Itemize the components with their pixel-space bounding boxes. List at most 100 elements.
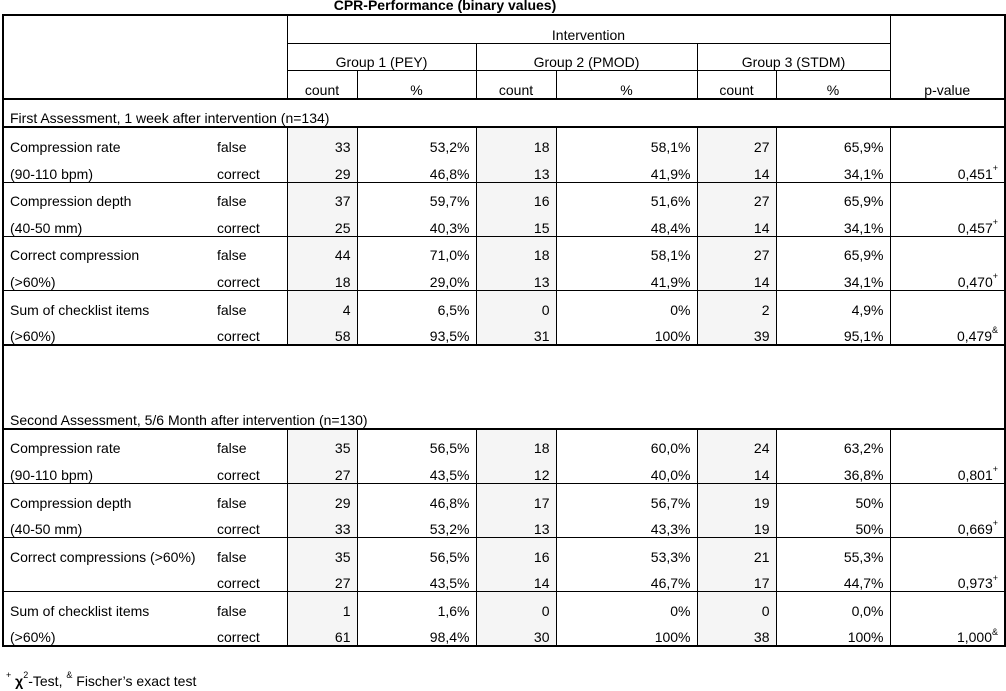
pvalue-cell xyxy=(889,428,1006,457)
count-cell: 2 xyxy=(697,290,777,318)
count-cell: 16 xyxy=(476,182,557,210)
pvalue-text: 1,000 xyxy=(956,629,992,646)
header-percent-1: % xyxy=(357,70,477,100)
cpr-performance-table: Intervention p-value Group 1 (PEY) Group… xyxy=(1,13,1006,648)
percent-cell: 29,0% xyxy=(357,263,477,291)
table-row: (>60%) correct 61 98,4% 30 100% 38 100% 1,000& xyxy=(2,618,1006,648)
pvalue-cell xyxy=(889,483,1006,511)
count-cell: 13 xyxy=(476,510,557,539)
header-percent-2: % xyxy=(556,70,698,100)
percent-cell: 43,5% xyxy=(357,456,477,484)
outcome-label: false xyxy=(217,193,247,210)
pvalue-mark: + xyxy=(992,217,999,228)
outcome-label: false xyxy=(217,602,247,619)
percent-cell: 51,6% xyxy=(556,182,698,210)
percent-cell: 56,5% xyxy=(357,537,477,565)
count-cell: 27 xyxy=(286,456,358,484)
table-row: Correct compressions (>60%) false 35 56,5% 1… xyxy=(2,537,1006,565)
count-cell: 18 xyxy=(476,428,557,457)
count-cell: 24 xyxy=(697,428,777,457)
percent-cell: 59,7% xyxy=(357,182,477,210)
table-row: Compression depth false 29 46,8% 17 56,7% 19 50… xyxy=(2,483,1006,511)
percent-cell: 40,0% xyxy=(556,456,698,484)
count-cell: 35 xyxy=(286,428,358,457)
pvalue-mark: & xyxy=(992,325,999,336)
measure-label: Correct compression xyxy=(2,236,211,264)
pvalue-cell: 0,479& xyxy=(889,317,1006,347)
percent-cell: 43,3% xyxy=(556,510,698,539)
header-count-1: count xyxy=(287,70,358,100)
count-cell: 0 xyxy=(476,591,557,619)
outcome-label: false xyxy=(217,138,247,155)
count-cell: 19 xyxy=(697,510,777,539)
percent-cell: 65,9% xyxy=(776,127,891,155)
count-cell: 0 xyxy=(476,290,557,318)
count-cell: 37 xyxy=(286,182,358,210)
percent-cell: 65,9% xyxy=(776,182,891,210)
table-row: Compression rate false 33 53,2% 18 58,1% 27 65,… xyxy=(2,127,1006,155)
count-cell: 33 xyxy=(286,510,358,539)
pvalue-text: 0,457 xyxy=(957,219,993,236)
percent-cell: 4,9% xyxy=(776,290,891,318)
outcome-label: correct xyxy=(211,456,287,484)
percent-cell: 100% xyxy=(556,618,698,648)
count-cell: 31 xyxy=(476,317,557,347)
count-cell: 15 xyxy=(476,209,557,237)
measure-label: Compression depth xyxy=(2,182,211,210)
plus-mark: + xyxy=(6,670,12,681)
count-cell: 29 xyxy=(286,154,358,183)
header-row-groups: Group 1 (PEY) Group 2 (PMOD) Group 3 (ST… xyxy=(3,43,1005,72)
percent-cell: 46,8% xyxy=(357,483,477,511)
measure-label: (>60%) xyxy=(2,317,211,347)
assessment-title: First Assessment, 1 week after intervent… xyxy=(1,98,1006,129)
percent-cell: 50% xyxy=(776,510,891,539)
measure-label: (90-110 bpm) xyxy=(2,456,211,484)
pvalue-text: 0,669 xyxy=(957,521,993,538)
header-intervention: Intervention xyxy=(287,13,891,44)
count-cell: 27 xyxy=(697,182,777,210)
percent-cell: 0% xyxy=(556,591,698,619)
percent-cell: 50% xyxy=(776,483,891,511)
table-row: (40-50 mm) correct 33 53,2% 13 43,3% 19 50% 0,66… xyxy=(2,510,1006,539)
count-cell: 13 xyxy=(476,154,557,183)
percent-cell: 36,8% xyxy=(776,456,891,484)
count-cell: 17 xyxy=(697,564,777,593)
count-cell: 14 xyxy=(476,564,557,593)
pvalue-cell: 0,470+ xyxy=(889,263,1006,291)
outcome-label: correct xyxy=(211,209,287,237)
count-cell: 25 xyxy=(286,209,358,237)
pvalue-cell xyxy=(889,127,1006,155)
percent-cell: 34,1% xyxy=(776,263,891,291)
measure-label: (90-110 bpm) xyxy=(2,154,211,183)
percent-cell: 46,8% xyxy=(357,154,477,183)
pvalue-cell: 0,457+ xyxy=(889,209,1006,237)
percent-cell: 41,9% xyxy=(556,263,698,291)
table-row: Compression rate false 35 56,5% 18 60,0% 24 63,… xyxy=(2,428,1006,457)
percent-cell: 41,9% xyxy=(556,154,698,183)
percent-cell: 100% xyxy=(556,317,698,347)
outcome-label: correct xyxy=(211,510,287,539)
table-row: Sum of checklist items false 4 6,5% 0 0% 2 4,9% xyxy=(2,290,1006,318)
count-cell: 29 xyxy=(286,483,358,511)
measure-label xyxy=(2,564,211,593)
outcome-label: correct xyxy=(211,564,287,593)
count-cell: 14 xyxy=(697,209,777,237)
count-cell: 16 xyxy=(476,537,557,565)
table-row: correct 27 43,5% 14 46,7% 17 44,7% 0,973+ xyxy=(2,564,1006,593)
percent-cell: 43,5% xyxy=(357,564,477,593)
header-group-3: Group 3 (STDM) xyxy=(697,43,891,72)
table-row: (90-110 bpm) correct 29 46,8% 13 41,9% 14 34,1%… xyxy=(2,154,1006,183)
spacer-cell xyxy=(1,345,1006,402)
percent-cell: 46,7% xyxy=(556,564,698,593)
measure-label: Sum of checklist items xyxy=(2,290,211,318)
percent-cell: 40,3% xyxy=(357,209,477,237)
pvalue-cell: 0,451+ xyxy=(889,154,1006,183)
table-row: Compression depth false 37 59,7% 16 51,6% 27 65… xyxy=(2,182,1006,210)
measure-label: Compression rate xyxy=(2,127,211,155)
percent-cell: 48,4% xyxy=(556,209,698,237)
pvalue-cell xyxy=(889,537,1006,565)
chi-test-text: -Test, xyxy=(28,673,67,689)
measure-label: (40-50 mm) xyxy=(2,510,211,539)
pvalue-cell xyxy=(889,236,1006,264)
table-row: Sum of checklist items false 1 1,6% 0 0% 0 0,0% xyxy=(2,591,1006,619)
